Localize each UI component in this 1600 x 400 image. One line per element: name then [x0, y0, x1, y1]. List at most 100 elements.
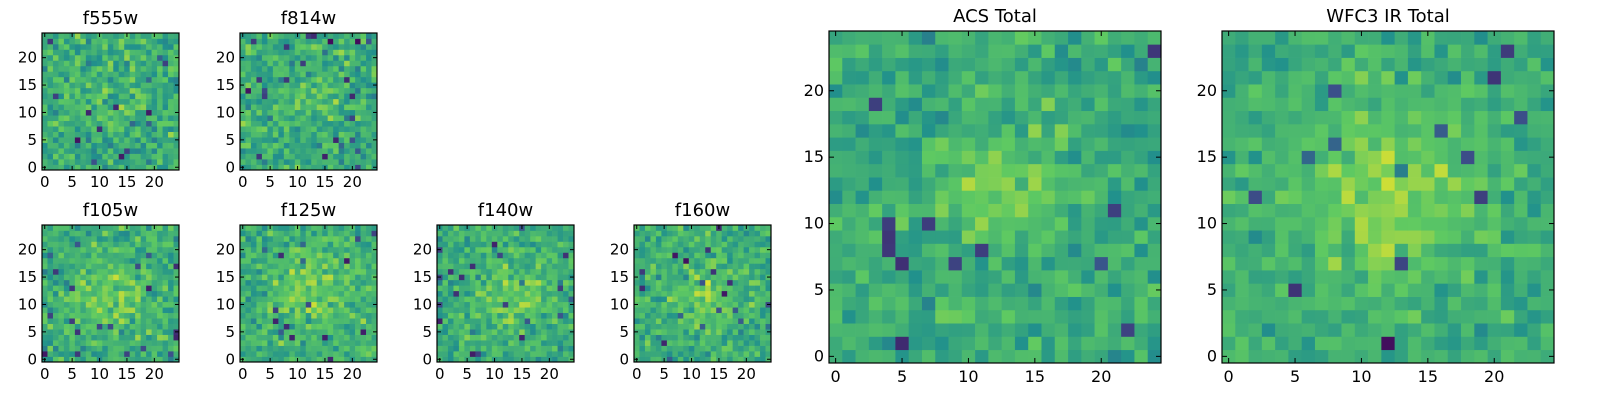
heatmap-cell — [256, 126, 263, 132]
heatmap-cell — [491, 235, 498, 242]
heatmap-cell — [129, 126, 136, 132]
heatmap-cell — [486, 296, 493, 303]
heatmap-cell — [366, 54, 372, 61]
heatmap-cell — [256, 33, 263, 39]
heatmap-cell — [1500, 296, 1515, 311]
heatmap-cell — [240, 60, 246, 67]
y-tick-label: 0 — [225, 350, 235, 368]
heatmap-cell — [1235, 190, 1249, 204]
heatmap-cell — [1474, 137, 1488, 151]
heatmap-cell — [1054, 230, 1069, 244]
heatmap-cell — [74, 38, 81, 45]
heatmap-cell — [727, 307, 733, 314]
heatmap-cell — [716, 334, 723, 341]
heatmap-cell — [168, 98, 174, 105]
heatmap-cell — [256, 230, 263, 237]
heatmap-cell — [1028, 349, 1042, 364]
heatmap-cell — [327, 148, 334, 154]
heatmap-cell — [245, 148, 252, 154]
heatmap-cell — [1407, 309, 1422, 324]
heatmap-cell — [442, 296, 449, 303]
heatmap-cell — [895, 243, 910, 258]
heatmap-cell — [118, 98, 125, 105]
heatmap-cell — [738, 301, 744, 308]
heatmap-cell — [338, 148, 345, 154]
heatmap-cell — [1407, 110, 1422, 125]
heatmap-cell — [1474, 110, 1488, 125]
heatmap-cell — [1341, 256, 1356, 271]
heatmap-cell — [294, 87, 301, 94]
heatmap-cell — [311, 351, 318, 357]
heatmap-cell — [256, 323, 263, 330]
heatmap-cell — [256, 109, 263, 116]
heatmap-cell — [721, 285, 728, 292]
heatmap-cell — [151, 230, 158, 237]
heatmap-cell — [1328, 57, 1342, 72]
heatmap-cell — [1328, 270, 1342, 284]
heatmap-cell — [91, 159, 98, 165]
heatmap-cell — [140, 340, 147, 346]
heatmap-cell — [502, 345, 509, 352]
heatmap-cell — [63, 43, 70, 50]
heatmap-cell — [69, 54, 76, 61]
heatmap-cell — [453, 225, 460, 231]
heatmap-cell — [935, 177, 949, 191]
heatmap-cell — [1054, 70, 1069, 85]
heatmap-cell — [294, 137, 301, 143]
heatmap-cell — [855, 216, 870, 231]
heatmap-cell — [366, 312, 372, 319]
heatmap-cell — [42, 87, 48, 94]
heatmap-cell — [256, 54, 263, 61]
heatmap-cell — [1081, 296, 1095, 311]
heatmap-cell — [1235, 216, 1249, 231]
heatmap-cell — [1407, 177, 1422, 191]
heatmap-cell — [74, 148, 81, 154]
heatmap-cell — [1527, 177, 1542, 191]
heatmap-cell — [118, 87, 125, 94]
heatmap-cell — [1474, 243, 1488, 258]
heatmap-cell — [1107, 309, 1122, 324]
heatmap-cell — [173, 131, 180, 138]
heatmap-cell — [469, 246, 476, 253]
heatmap-cell — [124, 76, 131, 83]
heatmap-cell — [349, 65, 356, 72]
heatmap-cell — [355, 60, 361, 67]
heatmap-cell — [102, 312, 109, 319]
heatmap-cell — [102, 285, 109, 292]
heatmap-cell — [829, 177, 843, 191]
heatmap-cell — [261, 82, 268, 89]
heatmap-cell — [63, 301, 70, 308]
heatmap-cell — [113, 356, 120, 363]
heatmap-cell — [721, 356, 728, 363]
heatmap-cell — [113, 126, 120, 132]
heatmap-cell — [300, 60, 307, 67]
heatmap-cell — [316, 115, 323, 122]
heatmap-cell — [355, 49, 361, 56]
heatmap-cell — [1421, 84, 1435, 98]
heatmap-cell — [272, 290, 279, 297]
heatmap-cell — [1314, 270, 1329, 284]
heatmap-cell — [557, 296, 564, 303]
heatmap-cell — [360, 356, 367, 363]
heatmap-cell — [250, 235, 257, 242]
heatmap-cell — [513, 296, 520, 303]
heatmap-cell — [80, 329, 87, 335]
heatmap-cell — [344, 115, 350, 122]
heatmap-cell — [975, 203, 989, 218]
heatmap-cell — [151, 340, 158, 346]
heatmap-cell — [1222, 97, 1236, 112]
heatmap-cell — [250, 307, 257, 314]
heatmap-cell — [102, 296, 109, 303]
heatmap-cell — [322, 318, 329, 324]
heatmap-cell — [661, 312, 668, 319]
heatmap-cell — [895, 150, 910, 165]
heatmap-cell — [1514, 31, 1528, 45]
heatmap-cell — [80, 274, 87, 281]
heatmap-cell — [124, 252, 131, 259]
heatmap-cell — [1314, 190, 1329, 204]
heatmap-cell — [1235, 57, 1249, 72]
heatmap-cell — [240, 241, 246, 248]
heatmap-cell — [1121, 190, 1135, 204]
heatmap-cell — [151, 252, 158, 259]
heatmap-cell — [272, 323, 279, 330]
